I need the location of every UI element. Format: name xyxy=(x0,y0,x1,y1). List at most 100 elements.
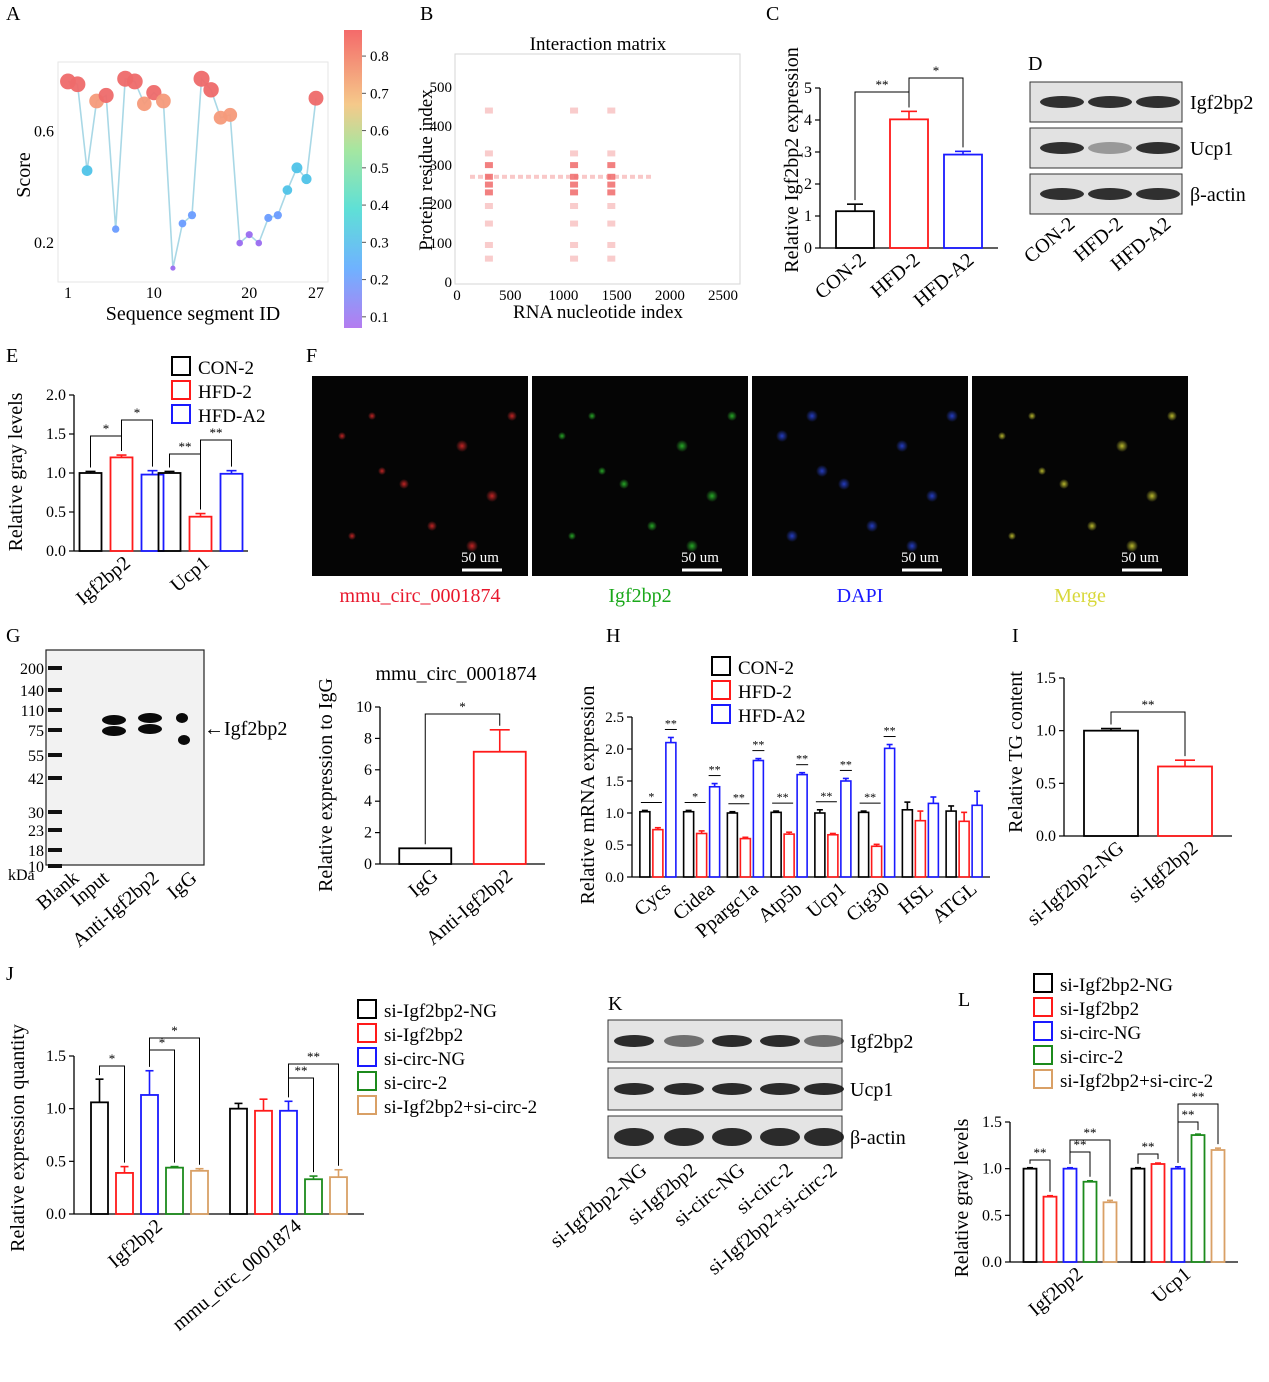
heatmap-cell xyxy=(607,162,616,169)
bar xyxy=(109,456,134,552)
significance-label: * xyxy=(459,699,466,714)
heatmap-cell xyxy=(534,174,539,179)
heatmap-cell xyxy=(484,162,493,169)
bar xyxy=(883,747,896,878)
significance-label: ** xyxy=(876,77,889,92)
panel-i-ylabel: Relative TG content xyxy=(1005,671,1027,833)
x-tick-label: 10 xyxy=(146,285,162,302)
significance-bracket xyxy=(149,1037,200,1165)
bar xyxy=(770,811,782,878)
bar xyxy=(857,811,870,878)
blot-band xyxy=(1136,96,1180,108)
legend-label: HFD-A2 xyxy=(198,406,266,427)
heatmap-cell xyxy=(570,220,579,227)
cell-signal xyxy=(926,490,938,502)
marker-label: 110 xyxy=(21,703,44,720)
heatmap-cell xyxy=(607,181,616,188)
score-point xyxy=(245,231,253,239)
significance-label: ** xyxy=(1142,1139,1155,1154)
y-tick-label: 6 xyxy=(364,762,372,779)
cell-signal xyxy=(686,540,698,552)
y-tick-label: 1.5 xyxy=(605,774,624,790)
cell-signal xyxy=(619,479,629,489)
panel-g-western-blot: 20014011075554230231810kDa←Igf2bp2BlankI… xyxy=(8,649,287,952)
heatmap-cell xyxy=(570,203,579,210)
y-tick-label: 2 xyxy=(804,176,812,193)
cell-signal xyxy=(1008,532,1016,540)
cell-signal xyxy=(1126,540,1138,552)
legend-swatch xyxy=(1033,973,1053,993)
legend-label: HFD-2 xyxy=(738,682,792,703)
panel-letter-k: K xyxy=(608,993,623,1015)
y-tick-label: 400 xyxy=(430,119,453,135)
bar xyxy=(971,804,983,878)
micrograph-caption: DAPI xyxy=(837,585,884,607)
bar xyxy=(165,1166,184,1215)
y-tick-label: 4 xyxy=(804,112,812,129)
blot-band xyxy=(712,1035,752,1047)
y-tick-label: 1.5 xyxy=(46,1048,66,1065)
x-tick-label: Cycs xyxy=(630,878,675,921)
heatmap-cell xyxy=(484,150,493,157)
significance-bracket xyxy=(1069,1139,1111,1197)
cell-signal xyxy=(727,411,737,421)
bar xyxy=(870,845,883,878)
significance-bracket xyxy=(90,435,122,468)
heatmap-cell xyxy=(484,189,493,196)
heatmap-cell xyxy=(607,241,616,248)
blot-band xyxy=(1040,188,1084,200)
x-tick-label: 2500 xyxy=(708,288,738,304)
cell-signal xyxy=(786,530,798,542)
heatmap-cell xyxy=(570,162,579,169)
blot-band xyxy=(712,1083,752,1095)
blot-band xyxy=(102,715,126,725)
panel-h-ylabel: Relative mRNA expression xyxy=(577,686,599,905)
bar xyxy=(304,1178,323,1215)
significance-bracket xyxy=(288,1077,314,1173)
blot-band xyxy=(712,1128,752,1146)
bar xyxy=(1210,1149,1226,1263)
bar xyxy=(695,832,708,878)
significance-bracket xyxy=(908,77,964,148)
significance-label: ** xyxy=(820,789,832,803)
heatmap-cell xyxy=(502,174,507,179)
bar xyxy=(835,210,875,249)
legend-label: si-circ-NG xyxy=(384,1049,466,1070)
significance-bracket xyxy=(1110,711,1186,757)
score-point xyxy=(178,219,187,228)
score-point xyxy=(273,211,282,220)
y-tick-label: 0.6 xyxy=(34,124,54,141)
x-tick-label: Ucp1 xyxy=(1148,1263,1195,1308)
x-tick-label: HFD-A2 xyxy=(910,249,979,312)
ladder-band xyxy=(48,666,62,670)
significance-label: * xyxy=(109,1051,116,1066)
heatmap-cell xyxy=(614,174,619,179)
micrograph-image xyxy=(312,376,528,576)
x-tick-label: 2000 xyxy=(655,288,685,304)
blot-band xyxy=(176,713,188,723)
micrograph-image xyxy=(972,376,1188,576)
panel-letter-a: A xyxy=(6,3,21,25)
panel-j-ylabel: Relative expression quantity xyxy=(7,1024,29,1252)
blot-band xyxy=(664,1083,704,1095)
bar xyxy=(229,1107,248,1215)
ladder-band xyxy=(48,728,62,732)
heatmap-cell xyxy=(570,173,579,180)
significance-label: ** xyxy=(1074,1137,1087,1152)
y-tick-label: 0.0 xyxy=(46,1206,66,1223)
x-tick-label: si-Igf2bp2 xyxy=(1124,837,1202,907)
panel-g-ylabel: Relative expression to IgG xyxy=(315,678,337,892)
bar xyxy=(140,1094,159,1215)
marker-label: 200 xyxy=(20,661,44,678)
bar xyxy=(739,837,752,878)
x-tick-label: 20 xyxy=(241,285,257,302)
y-tick-label: 0.2 xyxy=(34,235,54,252)
legend-label: si-Igf2bp2+si-circ-2 xyxy=(1060,1071,1213,1092)
legend-swatch xyxy=(1033,1045,1053,1065)
colorbar-tick-label: 0.5 xyxy=(370,161,389,177)
cell-signal xyxy=(946,410,958,422)
y-tick-label: 1.0 xyxy=(982,1161,1002,1178)
panel-letter-c: C xyxy=(766,3,779,25)
x-tick-label: Igf2bp2 xyxy=(72,552,135,610)
